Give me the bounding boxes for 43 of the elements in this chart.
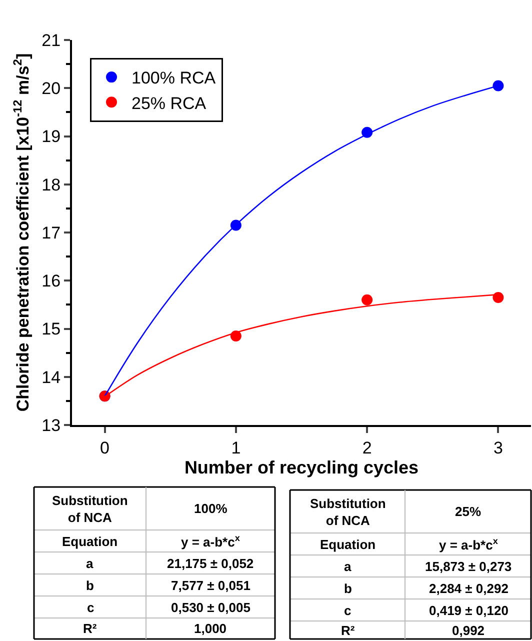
legend-label: 100% RCA [132, 68, 216, 88]
y-tick-label: 16 [42, 272, 61, 291]
text: 25% [455, 504, 482, 519]
point [362, 294, 373, 306]
x-tick-label: 2 [362, 438, 372, 458]
y-tick-label: 18 [42, 175, 61, 194]
text: Substitution of NCA [52, 493, 128, 525]
text: a [86, 556, 94, 571]
text: Equation [320, 537, 376, 552]
text: R² [83, 621, 98, 636]
x-tick-label: 0 [100, 438, 110, 458]
text: 0,530 ± 0,005 [171, 600, 250, 615]
text: 0,992 [452, 623, 485, 638]
y-tick-label: 17 [42, 223, 61, 242]
point [492, 292, 504, 303]
text: 0,419 ± 0,120 [429, 603, 508, 618]
text: Equation [62, 534, 118, 549]
y-tick-label: 14 [42, 368, 61, 387]
text: 1,000 [194, 621, 227, 636]
text: a [344, 559, 352, 574]
legend-label: 25% RCA [132, 94, 207, 113]
text: 2,284 ± 0,292 [429, 581, 508, 596]
text: 7,577 ± 0,051 [171, 578, 250, 593]
text: 100% [194, 501, 228, 516]
text: y = a-b*c$^{x}$ [439, 536, 498, 552]
x-axis-title: Number of recycling cycles [184, 457, 419, 478]
text: 15,873 ± 0,273 [425, 559, 512, 574]
text: Substitution of NCA [310, 496, 386, 528]
x-tick-label: 1 [231, 438, 241, 458]
y-tick-label: 15 [42, 320, 61, 339]
text: R² [341, 623, 356, 638]
text: b [344, 581, 352, 596]
point [492, 80, 504, 92]
text: b [86, 578, 94, 593]
x-tick-label: 3 [493, 438, 503, 458]
text: c [87, 600, 94, 615]
y-tick-label: 20 [42, 79, 61, 98]
y-tick-label: 21 [42, 30, 61, 50]
y-tick-label: 19 [42, 127, 61, 146]
text: c [344, 603, 352, 618]
text: 21,175 ± 0,052 [167, 556, 254, 571]
y-tick-label: 13 [42, 416, 61, 435]
text: y = a-b*c$^{x}$ [181, 533, 240, 550]
